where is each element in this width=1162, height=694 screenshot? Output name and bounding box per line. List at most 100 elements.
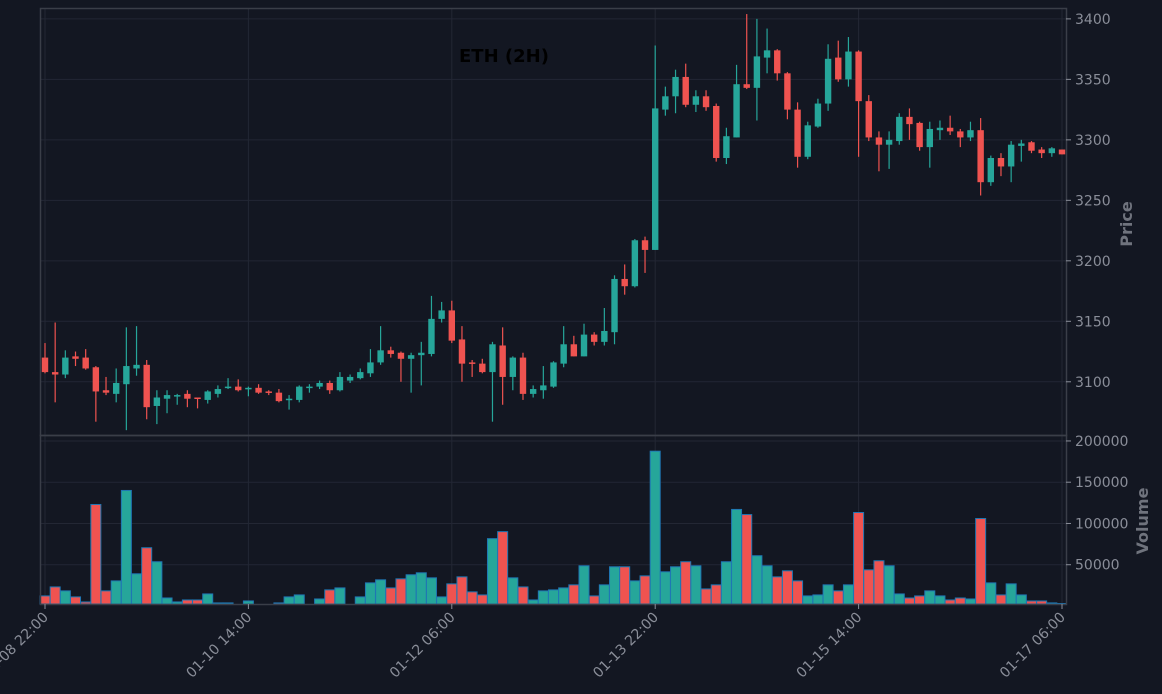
candle-up — [987, 155, 995, 186]
candle-down — [682, 63, 689, 108]
price-tick-label: 3350 — [1075, 72, 1111, 88]
chart-title: ETH (2H) — [459, 46, 549, 67]
candle-up — [885, 131, 893, 169]
candle-up — [336, 372, 344, 392]
candle-up — [723, 127, 730, 165]
candle-up — [1007, 141, 1015, 183]
volume-bar — [446, 583, 458, 605]
candle-body — [387, 350, 394, 354]
candle-body — [702, 96, 710, 108]
candle-body — [1038, 149, 1045, 154]
candle-up — [926, 121, 933, 168]
volume-panel-frame — [39, 434, 1068, 606]
candle-body — [936, 127, 944, 131]
candle-body — [723, 136, 730, 158]
candle-body — [407, 355, 415, 359]
candle-up — [123, 327, 130, 431]
volume-bar — [59, 590, 71, 605]
candle-up — [245, 386, 252, 397]
candle-up — [174, 393, 181, 405]
volume-bar — [985, 582, 997, 605]
candle-body — [235, 386, 242, 391]
volume-bar — [425, 577, 437, 605]
candle-up — [560, 326, 567, 368]
candle-up — [296, 385, 303, 403]
candle-body — [306, 386, 313, 389]
candle-down — [570, 335, 578, 357]
candle-body — [245, 387, 252, 390]
candle-body — [997, 157, 1005, 167]
volume-bar — [527, 599, 539, 605]
candle-down — [82, 349, 89, 370]
candle-up — [214, 385, 222, 398]
volume-tick-label: 50000 — [1075, 558, 1120, 574]
candle-body — [184, 393, 191, 399]
candle-up — [428, 295, 435, 357]
candle-body — [763, 50, 771, 58]
candle-down — [387, 346, 394, 358]
volume-bar — [924, 590, 936, 605]
candle-down — [92, 366, 100, 422]
candle-up — [611, 275, 618, 345]
volume-bar — [70, 596, 82, 605]
volume-bar — [151, 561, 163, 605]
candle-body — [784, 73, 791, 110]
volume-bar — [731, 508, 743, 605]
candle-down — [235, 379, 242, 392]
candles — [41, 14, 1066, 431]
candle-body — [570, 344, 578, 357]
volume-bar — [1015, 594, 1027, 605]
price-axis-title: Price — [1117, 201, 1136, 247]
candle-body — [855, 51, 862, 102]
candle-body — [367, 362, 374, 374]
candle-down — [774, 49, 781, 81]
candle-body — [1048, 148, 1056, 154]
candle-up — [204, 390, 211, 404]
candle-up — [509, 356, 517, 391]
candle-body — [1058, 149, 1066, 155]
volume-bar — [975, 518, 987, 605]
candle-down — [906, 108, 913, 140]
candle-body — [529, 389, 537, 394]
candle-up — [62, 350, 69, 379]
candle-down — [835, 40, 842, 82]
volume-bar — [90, 503, 102, 605]
candle-body — [814, 103, 822, 127]
candle-body — [590, 334, 598, 342]
candle-body — [957, 131, 964, 138]
candle-body — [1018, 143, 1025, 146]
candle-up — [489, 341, 496, 422]
volume-tick-label: 200000 — [1075, 434, 1128, 450]
candle-down — [641, 236, 649, 273]
candle-body — [641, 240, 649, 250]
candle-body — [82, 357, 89, 369]
candle-body — [316, 382, 323, 387]
volume-bar — [812, 594, 824, 605]
candle-up — [367, 349, 374, 377]
candle-body — [540, 385, 547, 391]
candle-down — [275, 389, 283, 403]
candle-up — [316, 380, 323, 390]
candle-body — [112, 382, 120, 394]
candle-down — [997, 153, 1005, 177]
candle-body — [550, 362, 557, 387]
candle-body — [601, 330, 608, 342]
candle-up — [163, 390, 171, 414]
volume-bar — [700, 588, 712, 605]
volume-bar — [517, 586, 529, 605]
volume-bar — [883, 565, 895, 605]
volume-bar — [49, 586, 61, 605]
candle-up — [407, 352, 415, 393]
candle-body — [652, 108, 659, 250]
candle-body — [275, 392, 283, 402]
volume-bar — [466, 591, 478, 605]
volume-bar — [568, 584, 580, 605]
candle-body — [845, 51, 852, 80]
candle-up — [306, 384, 313, 393]
volume-bar — [110, 580, 122, 605]
candle-up — [357, 368, 364, 380]
candle-up — [377, 326, 384, 365]
volume-bar — [761, 565, 773, 605]
volume-bars — [39, 450, 1067, 605]
volume-bar — [131, 573, 143, 605]
